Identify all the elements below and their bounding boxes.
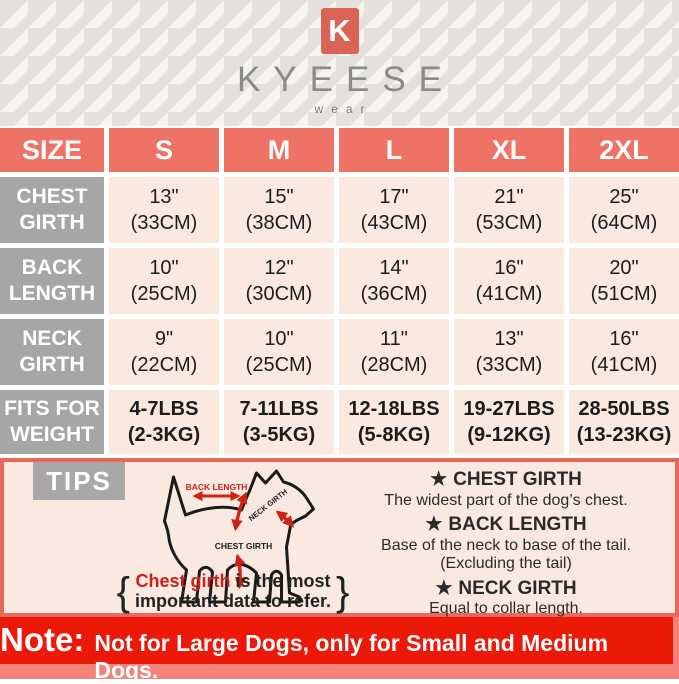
table-cell: 19-27LBS (9-12KG) <box>454 390 564 454</box>
table-cell: 12" (30CM) <box>224 248 334 314</box>
brace-left: { <box>116 570 130 614</box>
table-cell: 25" (64CM) <box>569 177 679 243</box>
tips-entry-title: ★ BACK LENGTH <box>342 513 670 537</box>
row-label-fits-for-weight: FITS FOR WEIGHT <box>0 390 104 454</box>
tips-entry-title-text: BACK LENGTH <box>448 514 587 536</box>
tips-entry-back-length: ★ BACK LENGTH Base of the neck to base of… <box>342 513 670 574</box>
callout-text: Chest girth is the most important data t… <box>134 571 332 612</box>
tips-definitions: ★ CHEST GIRTH The widest part of the dog’… <box>342 468 670 622</box>
callout-highlight: Chest girth <box>135 571 231 592</box>
note-prefix: Note: <box>0 621 85 658</box>
diagram-label-back-length: BACK LENGTH <box>186 482 248 492</box>
table-cell: 16" (41CM) <box>569 319 679 385</box>
table-cell: 13" (33CM) <box>454 319 564 385</box>
table-cell: 13" (33CM) <box>109 177 219 243</box>
brand-name: KYEESE <box>236 60 456 99</box>
header-cell-size: SIZE <box>0 128 104 172</box>
star-icon: ★ <box>425 514 443 536</box>
callout-rest: is the most important data to refer. <box>134 571 332 611</box>
tips-entry-desc: The widest part of the dog’s chest. <box>384 491 628 509</box>
table-cell: 10" (25CM) <box>109 248 219 314</box>
row-label-chest-girth: CHEST GIRTH <box>0 177 104 243</box>
tips-entry-desc: Base of the neck to base of the tail. (E… <box>381 536 631 573</box>
table-cell: 7-11LBS (3-5KG) <box>224 390 334 454</box>
table-cell: 17" (43CM) <box>339 177 449 243</box>
header-cell-s: S <box>109 128 219 172</box>
diagram-label-chest-girth: CHEST GIRTH <box>215 541 273 551</box>
dog-outline <box>163 469 315 604</box>
withers-arrow <box>231 491 248 532</box>
table-cell: 20" (51CM) <box>569 248 679 314</box>
tips-badge: TIPS <box>33 462 125 500</box>
dog-measurement-diagram: BACK LENGTH NECK GIRTH CHEST GIRTH <box>140 463 345 618</box>
table-cell: 28-50LBS (13-23KG) <box>569 390 679 454</box>
star-icon: ★ <box>430 469 448 490</box>
chest-girth-arrow <box>234 553 247 590</box>
header-banner: K KYEESE wear <box>0 0 679 126</box>
tips-entry-neck-girth: ★ NECK GIRTH Equal to collar length. <box>342 577 670 619</box>
table-cell: 9" (22CM) <box>109 319 219 385</box>
brand-initial-badge: K <box>320 8 359 54</box>
table-cell: 15" (38CM) <box>224 177 334 243</box>
tips-section: TIPS BACK LENGTH NECK GIRTH CHEST GIRTH … <box>0 458 679 617</box>
table-cell: 4-7LBS (2-3KG) <box>109 390 219 454</box>
table-cell: 14" (36CM) <box>339 248 449 314</box>
row-label-back-length: BACK LENGTH <box>0 248 104 314</box>
brand-logo: K KYEESE wear <box>0 8 679 116</box>
row-label-neck-girth: NECK GIRTH <box>0 319 104 385</box>
note-text: Not for Large Dogs, only for Small and M… <box>94 630 609 683</box>
brand-subtitle: wear <box>314 102 373 116</box>
table-cell: 21" (53CM) <box>454 177 564 243</box>
star-icon: ★ <box>435 577 453 599</box>
header-cell-m: M <box>224 128 334 172</box>
tips-entry-title-text: CHEST GIRTH <box>453 469 582 490</box>
header-cell-l: L <box>339 128 449 172</box>
header-cell-xl: XL <box>454 128 564 172</box>
note-banner: Note: Not for Large Dogs, only for Small… <box>0 617 673 683</box>
tips-entry-title: ★ NECK GIRTH <box>342 577 670 601</box>
tips-entry-title-text: NECK GIRTH <box>458 577 577 599</box>
bottom-strip: Note: Not for Large Dogs, only for Small… <box>0 617 679 683</box>
brace-right: } <box>336 570 350 614</box>
size-table: SIZE S M L XL 2XL CHEST GIRTH 13" (33CM)… <box>0 126 679 458</box>
table-cell: 11" (28CM) <box>339 319 449 385</box>
header-cell-2xl: 2XL <box>569 128 679 172</box>
table-cell: 12-18LBS (5-8KG) <box>339 390 449 454</box>
table-cell: 10" (25CM) <box>224 319 334 385</box>
tips-entry-title: ★ CHEST GIRTH <box>342 468 670 492</box>
tips-entry-chest-girth: ★ CHEST GIRTH The widest part of the dog’… <box>342 468 670 510</box>
neck-girth-arrow <box>275 510 295 528</box>
table-cell: 16" (41CM) <box>454 248 564 314</box>
chest-girth-callout: { Chest girth is the most important data… <box>110 570 356 614</box>
tips-entry-desc: Equal to collar length. <box>429 600 583 618</box>
